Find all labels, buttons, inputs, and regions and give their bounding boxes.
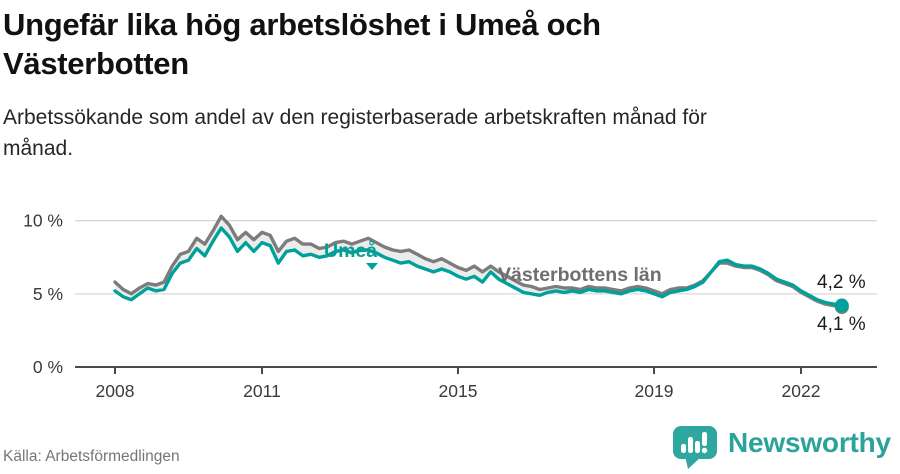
page-title: Ungefär lika hög arbetslöshet i Umeå och… <box>3 5 883 83</box>
line-chart: 10 % 5 % 0 % 2008 2011 2015 2019 2022 <box>23 211 877 401</box>
end-dot-umea <box>834 298 849 313</box>
page-title-line1: Ungefär lika hög arbetslöshet i Umeå och <box>3 7 601 42</box>
y-tick-label: 10 % <box>23 211 63 231</box>
y-tick-label: 0 % <box>33 357 63 377</box>
newsworthy-logo: Newsworthy <box>670 424 898 470</box>
newsworthy-bubble-chart-icon <box>673 426 717 469</box>
series-label-umea: Umeå <box>324 240 378 262</box>
x-tick-label: 2011 <box>243 381 281 401</box>
x-tick-label: 2022 <box>782 381 821 401</box>
y-tick-label: 5 % <box>33 284 63 304</box>
x-tick-label: 2019 <box>635 381 674 401</box>
x-tick-label: 2008 <box>96 381 135 401</box>
end-value-label-umea: 4,2 % <box>817 272 866 293</box>
end-value-label-vasterbotten: 4,1 % <box>817 314 866 335</box>
series-line-umea <box>113 226 844 308</box>
umea-label-marker-icon <box>366 263 378 270</box>
chart-subtitle: Arbetssökande som andel av den registerb… <box>3 102 883 164</box>
x-tick-label: 2015 <box>439 381 478 401</box>
newsworthy-wordmark: Newsworthy <box>728 427 891 458</box>
source-note: Källa: Arbetsförmedlingen <box>3 448 180 465</box>
page-title-line2: Västerbotten <box>3 46 189 81</box>
chart-subtitle-line1: Arbetssökande som andel av den registerb… <box>3 106 707 129</box>
chart-subtitle-line2: månad. <box>3 137 74 160</box>
series-label-vasterbotten: Västerbottens län <box>498 264 662 286</box>
